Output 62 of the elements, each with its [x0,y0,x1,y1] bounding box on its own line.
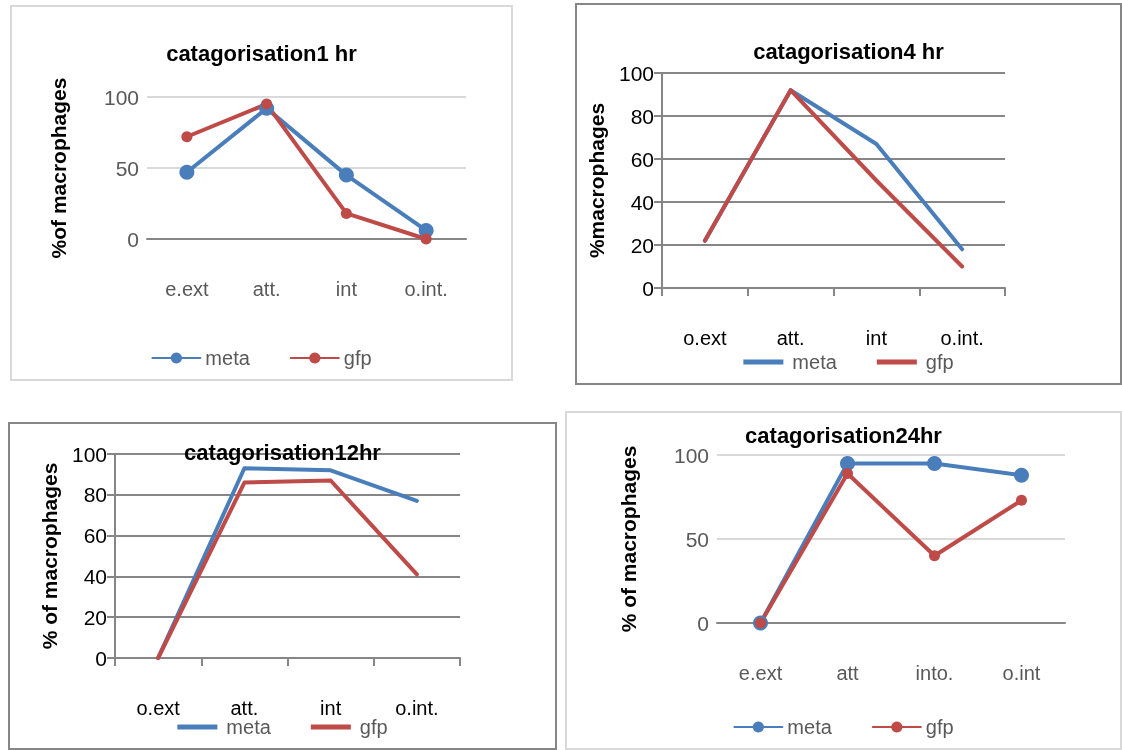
chart-title: catagorisation4 hr [753,38,945,64]
y-tick-label: 100 [71,442,107,466]
point [420,233,432,245]
y-tick-label: 20 [83,605,107,629]
y-tick-label: 100 [673,443,709,467]
legend-label: gfp [359,716,388,738]
y-tick-label: 0 [127,227,139,251]
x-tick-label: int [335,278,358,300]
legend-label: gfp [925,351,954,373]
x-tick-label: att [836,662,860,684]
point [179,164,195,180]
legend-label: gfp [925,716,954,738]
y-tick-label: 40 [630,190,654,214]
x-tick-label: e.ext [165,278,209,300]
y-axis-title: % of macrophages [617,445,640,633]
y-tick-label: 50 [115,156,139,180]
x-tick-label: into. [915,662,954,684]
x-tick-label: e.ext [738,662,783,684]
point [840,455,855,471]
y-tick-label: 40 [83,564,107,588]
legend-label: meta [226,716,272,738]
point [261,98,273,110]
x-tick-label: att. [776,327,805,349]
x-tick-label: o.ext [683,327,727,349]
y-axis-title: % of macrophages [38,462,61,650]
y-tick-label: 60 [83,524,107,548]
x-tick-label: o.int. [395,697,439,719]
point [1016,494,1027,506]
x-tick-label: int [320,697,342,719]
legend-label: meta [205,347,251,369]
y-tick-label: 60 [630,147,654,171]
y-tick-label: 100 [103,85,139,109]
y-axis-title: %macrophages [585,102,608,259]
point [929,550,940,562]
chart-title: catagorisation1 hr [166,40,358,66]
y-tick-label: 50 [685,527,709,551]
point [181,131,193,143]
y-axis-title: %of macrophages [47,77,70,259]
x-tick-label: int [865,327,888,349]
chart-title: catagorisation12hr [184,439,382,465]
point [338,167,354,183]
y-tick-label: 80 [83,483,107,507]
point [1014,467,1029,483]
point [842,467,853,479]
y-tick-label: 100 [618,61,654,85]
legend-label: meta [792,351,838,373]
x-tick-label: o.ext [136,697,181,719]
x-tick-label: att. [230,697,259,719]
y-tick-label: 20 [630,233,654,257]
x-tick-label: o.int. [940,327,984,349]
y-tick-label: 80 [630,104,654,128]
y-tick-label: 0 [642,276,654,300]
x-tick-label: att. [252,278,281,300]
y-tick-label: 0 [95,646,107,670]
x-tick-label: o.int [1002,662,1041,684]
legend-label: gfp [343,347,372,369]
legend-label: meta [787,716,833,738]
point [927,455,942,471]
x-tick-label: o.int. [404,278,448,300]
point [340,207,352,219]
y-tick-label: 0 [697,611,709,635]
chart-title: catagorisation24hr [745,422,943,448]
